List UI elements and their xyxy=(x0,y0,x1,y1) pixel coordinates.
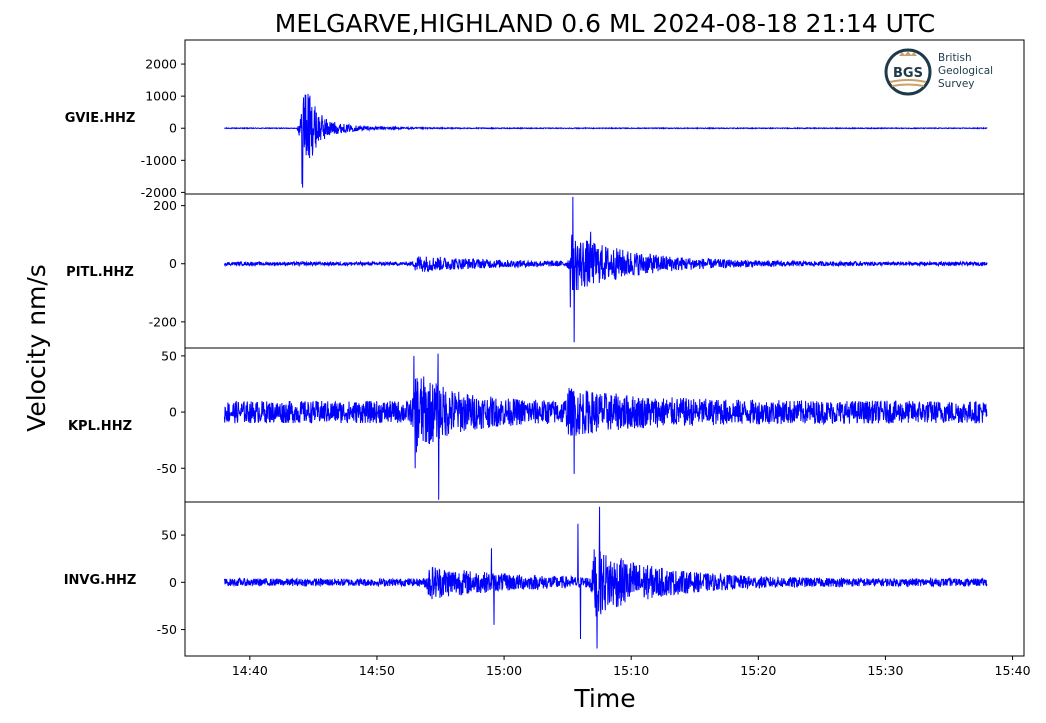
waveform-pitl-hhz xyxy=(223,196,988,343)
logo-abbr: BGS xyxy=(893,66,923,81)
panel-invg-hhz: 50 0 -50 INVG.HHZ xyxy=(64,501,1025,657)
y-tick-label: 200 xyxy=(153,198,177,213)
waveform-gvie-hhz xyxy=(224,93,988,188)
x-tick-label: 14:50 xyxy=(359,663,395,678)
chart-title: MELGARVE,HIGHLAND 0.6 ML 2024-08-18 21:1… xyxy=(275,9,935,38)
station-label: KPL.HHZ xyxy=(68,419,132,434)
y-tick-label: 0 xyxy=(169,121,177,136)
panel-gvie-hhz: 2000 1000 0 -1000 -2000 GVIE.HHZ xyxy=(65,39,1025,200)
panel-pitl-hhz: 200 0 -200 PITL.HHZ xyxy=(66,193,1025,349)
y-tick-label: -50 xyxy=(157,461,177,476)
x-tick-label: 15:10 xyxy=(613,663,649,678)
x-tick-label: 15:00 xyxy=(486,663,522,678)
y-tick-label: -2000 xyxy=(141,185,177,200)
panel-frame xyxy=(184,501,1025,657)
station-label: INVG.HHZ xyxy=(64,573,137,588)
station-label: GVIE.HHZ xyxy=(65,111,136,126)
x-tick-label: 15:20 xyxy=(740,663,776,678)
x-tick-label: 15:40 xyxy=(995,663,1031,678)
y-tick-label: -200 xyxy=(149,314,177,329)
y-tick-label: 50 xyxy=(161,348,177,363)
y-tick-label: 2000 xyxy=(145,57,177,72)
x-axis-label: Time xyxy=(573,684,635,713)
y-tick-label: 0 xyxy=(169,405,177,420)
y-tick-label: 0 xyxy=(169,575,177,590)
y-tick-label: -50 xyxy=(157,622,177,637)
logo-text-line-1: British xyxy=(938,52,972,64)
logo-text-line-3: Survey xyxy=(938,78,975,90)
waveform-kpl-hhz xyxy=(223,353,988,500)
logo-swoosh-2 xyxy=(891,83,925,87)
logo-swoosh-1 xyxy=(889,79,927,83)
x-tick-label: 14:40 xyxy=(232,663,268,678)
panel-frame xyxy=(184,347,1025,503)
y-tick-label: -1000 xyxy=(141,153,177,168)
y-tick-label: 1000 xyxy=(145,89,177,104)
y-tick-label: 50 xyxy=(161,528,177,543)
logo-text-line-2: Geological xyxy=(938,65,993,77)
logo-ring xyxy=(884,48,932,96)
station-label: PITL.HHZ xyxy=(66,265,134,280)
waveform-invg-hhz xyxy=(223,506,988,649)
panel-kpl-hhz: 50 0 -50 KPL.HHZ xyxy=(68,347,1025,503)
y-axis-label: Velocity nm/s xyxy=(22,264,51,432)
x-tick-label: 15:30 xyxy=(867,663,903,678)
y-tick-label: 0 xyxy=(169,256,177,271)
bgs-logo: BGS British Geological Survey xyxy=(884,48,993,96)
crown-icon xyxy=(899,51,917,56)
